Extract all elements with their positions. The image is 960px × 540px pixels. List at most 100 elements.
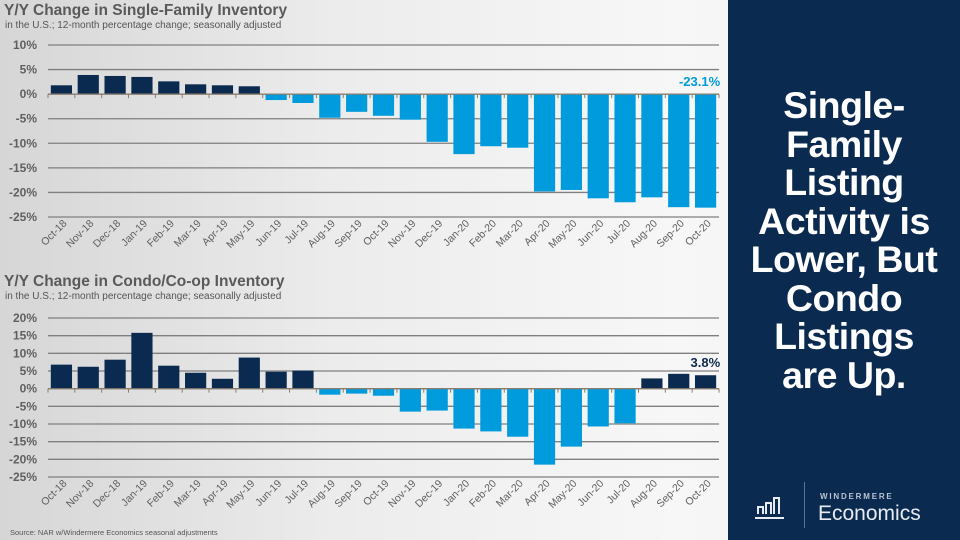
bar-oct-19 [372, 94, 395, 116]
headline-line: Listing [784, 161, 904, 203]
charts-area: Y/Y Change in Single-Family Inventory in… [4, 2, 721, 537]
x-tick-label: Jan-20 [441, 478, 472, 509]
bar-apr-19 [211, 85, 234, 95]
x-tick-label: Oct-20 [683, 478, 714, 509]
y-tick-label: 5% [20, 364, 38, 378]
bar-oct-20 [694, 94, 717, 208]
bar-oct-20 [694, 375, 717, 389]
bar-jun-19 [265, 94, 287, 101]
single-family-chart: 10%5%0%-5%-10%-15%-20%-25%Oct-18Nov-18De… [9, 38, 721, 251]
x-tick-label: Dec-19 [413, 478, 446, 511]
x-tick-label: Jan-19 [119, 478, 150, 509]
bar-apr-20 [533, 94, 556, 192]
x-tick-label: Sep-19 [332, 478, 365, 511]
y-tick-label: 10% [13, 38, 37, 52]
x-tick-label: Aug-19 [306, 478, 339, 511]
bar-may-19 [238, 357, 260, 389]
y-tick-label: -20% [9, 185, 37, 199]
chart-2-title: Y/Y Change in Condo/Co-op Inventory [4, 273, 285, 290]
y-tick-label: -10% [9, 417, 37, 431]
y-tick-label: 0% [20, 87, 38, 101]
bar-aug-19 [319, 388, 341, 395]
bar-jul-19 [292, 370, 314, 389]
chart-1-subtitle: in the U.S.; 12-month percentage change;… [5, 20, 282, 31]
headline-line: Single- [783, 84, 905, 126]
data-label: 3.8% [691, 355, 721, 370]
bar-jul-19 [292, 94, 314, 103]
bar-may-19 [238, 86, 260, 95]
y-tick-label: -25% [9, 210, 37, 224]
y-tick-label: -20% [9, 452, 37, 466]
x-tick-label: Jun-20 [575, 478, 606, 509]
bar-dec-18 [104, 75, 126, 95]
chart-1-title: Y/Y Change in Single-Family Inventory [4, 2, 288, 19]
y-tick-label: -5% [16, 399, 38, 413]
bar-jun-19 [265, 371, 287, 389]
data-label: -23.1% [679, 74, 721, 89]
bar-jul-20 [614, 94, 636, 203]
logo-name: Economics [818, 502, 921, 525]
bar-jun-20 [587, 94, 609, 199]
bar-may-20 [560, 388, 582, 447]
bar-jul-20 [614, 388, 636, 424]
bar-jan-19 [131, 76, 153, 95]
x-tick-label: Aug-20 [628, 478, 661, 511]
bar-sep-20 [668, 373, 690, 389]
condo-chart: 20%15%10%5%0%-5%-10%-15%-20%-25%Oct-18No… [9, 311, 721, 511]
bar-jan-19 [131, 332, 153, 389]
bar-aug-20 [641, 94, 663, 198]
source-note: Source: NAR w/Windermere Economics seaso… [10, 528, 218, 537]
headline-line: Family [786, 122, 902, 165]
bar-feb-20 [480, 388, 502, 432]
y-tick-label: 20% [13, 311, 37, 325]
y-tick-label: -25% [9, 470, 37, 484]
y-tick-label: 15% [13, 329, 37, 343]
y-tick-label: -15% [9, 161, 37, 175]
bar-aug-20 [641, 378, 663, 389]
x-tick-label: May-20 [546, 478, 579, 511]
headline-line: are Up. [782, 353, 906, 396]
bar-jun-20 [587, 388, 609, 427]
bar-sep-19 [346, 388, 368, 394]
bar-nov-18 [77, 74, 99, 95]
bar-feb-19 [158, 365, 180, 389]
headline-line: Activity is [758, 199, 930, 242]
bar-mar-20 [507, 388, 529, 437]
bar-jan-20 [453, 388, 475, 429]
x-tick-label: May-19 [224, 478, 257, 511]
bar-oct-18 [50, 364, 73, 389]
x-tick-label: Dec-18 [91, 478, 124, 511]
x-tick-label: Nov-19 [386, 478, 419, 511]
bar-nov-19 [399, 388, 421, 412]
bar-dec-19 [426, 94, 448, 142]
bar-apr-20 [533, 388, 556, 465]
bar-apr-19 [211, 378, 234, 389]
headline: Single- Family Listing Activity is Lower, Bu… [728, 86, 960, 394]
x-tick-label: Mar-19 [172, 478, 204, 510]
bar-sep-19 [346, 94, 368, 112]
bar-chart-icon [755, 497, 784, 519]
y-tick-label: -5% [16, 112, 38, 126]
bar-feb-20 [480, 94, 502, 147]
headline-line: Listings [774, 315, 914, 357]
x-tick-label: Mar-20 [494, 478, 526, 510]
bar-sep-20 [668, 94, 690, 208]
y-tick-label: 0% [20, 382, 38, 396]
logo-divider [804, 482, 805, 528]
bar-nov-19 [399, 94, 421, 120]
bar-feb-19 [158, 81, 180, 95]
bar-dec-18 [104, 359, 126, 389]
bar-oct-19 [372, 388, 395, 396]
chart-2-subtitle: in the U.S.; 12-month percentage change;… [5, 291, 282, 302]
windermere-logo: WINDERMERE Economics [754, 480, 954, 530]
x-tick-label: Nov-18 [64, 478, 97, 511]
y-tick-label: -15% [9, 435, 37, 449]
x-tick-label: Feb-20 [467, 478, 499, 510]
x-tick-label: Jun-19 [253, 478, 284, 509]
y-tick-label: 5% [20, 63, 38, 77]
headline-panel: Single- Family Listing Activity is Lower, Bu… [728, 0, 960, 540]
logo-brand: WINDERMERE [820, 492, 894, 501]
bar-mar-20 [507, 94, 529, 148]
bar-aug-19 [319, 94, 341, 118]
x-tick-label: Feb-19 [145, 478, 177, 510]
